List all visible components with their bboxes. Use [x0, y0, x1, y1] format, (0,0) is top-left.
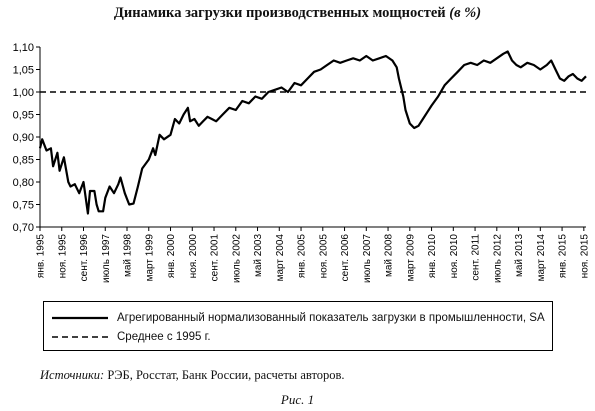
x-tick-label: янв. 2010 [427, 234, 438, 278]
x-tick-label: март 2009 [405, 234, 416, 282]
y-tick-label: 0,70 [13, 222, 34, 234]
y-tick-label: 0,95 [13, 110, 34, 122]
source-text: РЭБ, Росстат, Банк России, расчеты автор… [107, 368, 345, 382]
legend-label-main-series: Агрегированный нормализованный показател… [117, 312, 545, 324]
x-tick-label: ноя. 2015 [579, 234, 590, 279]
legend-label-mean: Среднее с 1995 г. [117, 331, 211, 343]
x-tick-label: сент. 2006 [340, 234, 351, 282]
x-tick-label: янв. 2005 [297, 234, 308, 278]
series-line-capacity-utilization [38, 50, 587, 215]
chart-title-main: Динамика загрузки производственных мощно… [113, 5, 446, 21]
x-tick-label: сент. 2001 [210, 234, 221, 282]
x-tick-label: янв. 2015 [558, 234, 569, 278]
x-tick-label: ноя. 2000 [188, 234, 199, 279]
source-note: Источники: РЭБ, Росстат, Банк России, ра… [40, 368, 345, 383]
x-tick-label: май 2003 [253, 234, 264, 277]
line-chart: 0,70 0,75 0,80 0,85 0,90 0,95 1,00 1,05 1,10 янв.… [13, 42, 591, 283]
y-tick-label: 0,90 [13, 132, 34, 144]
x-tick-label: май 1998 [123, 234, 134, 277]
x-tick-label: ноя. 2005 [318, 234, 329, 279]
y-tick-label: 0,80 [13, 177, 34, 189]
chart-title-unit: (в %) [449, 5, 482, 21]
x-tick-label: март 2014 [536, 234, 547, 282]
x-tick-label: июль 2012 [492, 234, 503, 283]
chart-title: Динамика загрузки производственных мощно… [0, 5, 595, 22]
y-tick-label: 0,75 [13, 200, 34, 212]
legend-item-mean: Среднее с 1995 г. [52, 329, 211, 345]
x-tick-label: июль 1997 [101, 234, 112, 283]
x-tick-label: янв. 2000 [166, 234, 177, 278]
y-tick-label: 1,00 [13, 87, 34, 99]
x-tick-label: июль 2002 [231, 234, 242, 283]
x-tick-label: март 2004 [275, 234, 286, 282]
legend-swatch-dashed [52, 336, 108, 338]
x-tick-label: ноя. 1995 [57, 234, 68, 279]
y-tick-label: 0,85 [13, 155, 34, 167]
x-tick-label: март 1999 [144, 234, 155, 282]
source-label: Источники: [40, 368, 105, 382]
legend-swatch-solid [52, 316, 108, 320]
x-tick-label: май 2013 [514, 234, 525, 277]
figure-caption: Рис. 1 [280, 392, 315, 407]
x-tick-label: сент. 2011 [471, 234, 482, 281]
x-tick-label: ноя. 2010 [449, 234, 460, 279]
x-tick-label: янв. 1995 [36, 234, 47, 278]
chart-legend: Агрегированный нормализованный показател… [43, 301, 553, 351]
x-tick-label: июль 2007 [362, 234, 373, 283]
y-tick-label: 1,10 [13, 42, 34, 54]
x-tick-label: сент. 1996 [79, 234, 90, 282]
y-tick-label: 1,05 [13, 65, 34, 77]
x-tick-label: май 2008 [384, 234, 395, 277]
legend-item-main-series: Агрегированный нормализованный показател… [52, 310, 545, 326]
